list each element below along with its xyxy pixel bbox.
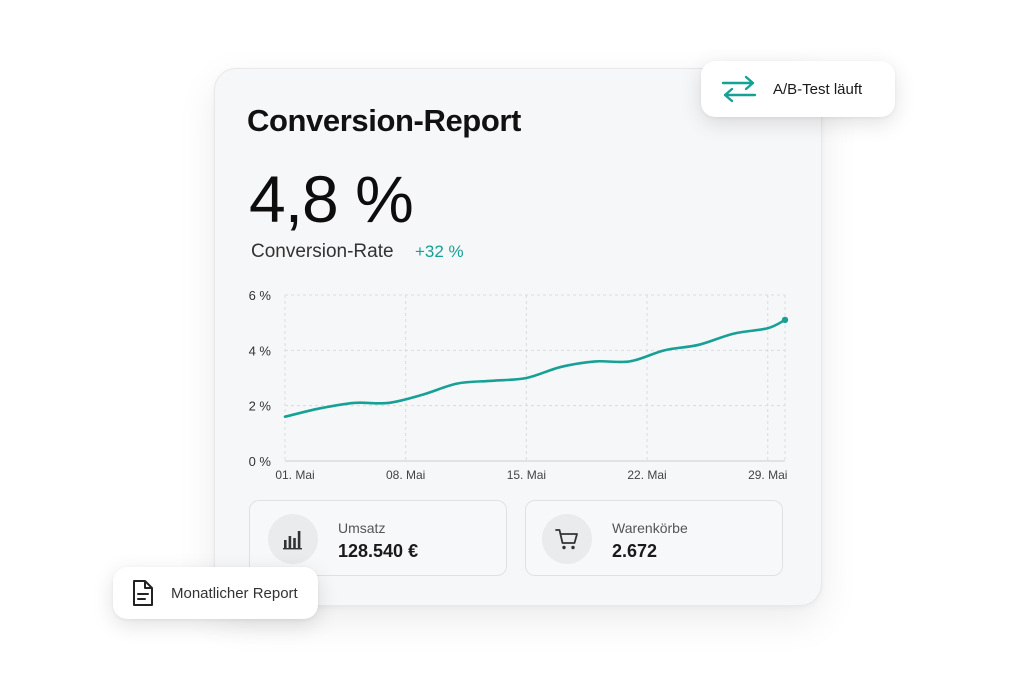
conversion-report-card: Conversion-Report 4,8 % Conversion-Rate … xyxy=(214,68,822,606)
monthly-report-badge[interactable]: Monatlicher Report xyxy=(113,567,318,619)
x-tick-label: 01. Mai xyxy=(275,468,314,482)
stat-label-carts: Warenkörbe xyxy=(612,520,688,536)
x-tick-label: 08. Mai xyxy=(386,468,425,482)
x-tick-label: 15. Mai xyxy=(507,468,546,482)
swap-arrows-icon xyxy=(719,74,759,109)
stat-value-revenue: 128.540 € xyxy=(338,541,419,561)
ab-test-status-badge[interactable]: A/B-Test läuft xyxy=(701,61,895,117)
conversion-rate-value: 4,8 % xyxy=(249,162,414,236)
stat-label-revenue: Umsatz xyxy=(338,520,386,536)
cart-icon xyxy=(542,514,592,564)
stat-value-carts: 2.672 xyxy=(612,541,658,561)
ab-test-label: A/B-Test läuft xyxy=(773,81,863,98)
series-end-point xyxy=(781,316,789,324)
document-icon xyxy=(131,579,155,612)
stat-card-revenue: Umsatz 128.540 € xyxy=(249,500,507,576)
x-tick-label: 22. Mai xyxy=(627,468,666,482)
conversion-rate-label: Conversion-Rate xyxy=(251,241,394,262)
monthly-report-label: Monatlicher Report xyxy=(171,585,298,602)
x-tick-label: 29. Mai xyxy=(748,468,787,482)
y-tick-label: 6 % xyxy=(249,288,272,303)
conversion-line-chart: 0 % 2 % 4 % 6 % 01. Mai 08. Mai 15. Mai 22. Mai… xyxy=(249,288,789,482)
bar-chart-icon xyxy=(268,514,318,564)
y-tick-label: 0 % xyxy=(249,454,272,469)
report-title: Conversion-Report xyxy=(247,103,521,138)
series-line xyxy=(283,318,787,419)
stat-card-carts: Warenkörbe 2.672 xyxy=(525,500,783,576)
y-tick-label: 4 % xyxy=(249,343,272,358)
conversion-rate-delta: +32 % xyxy=(415,242,464,261)
y-tick-label: 2 % xyxy=(249,399,272,414)
